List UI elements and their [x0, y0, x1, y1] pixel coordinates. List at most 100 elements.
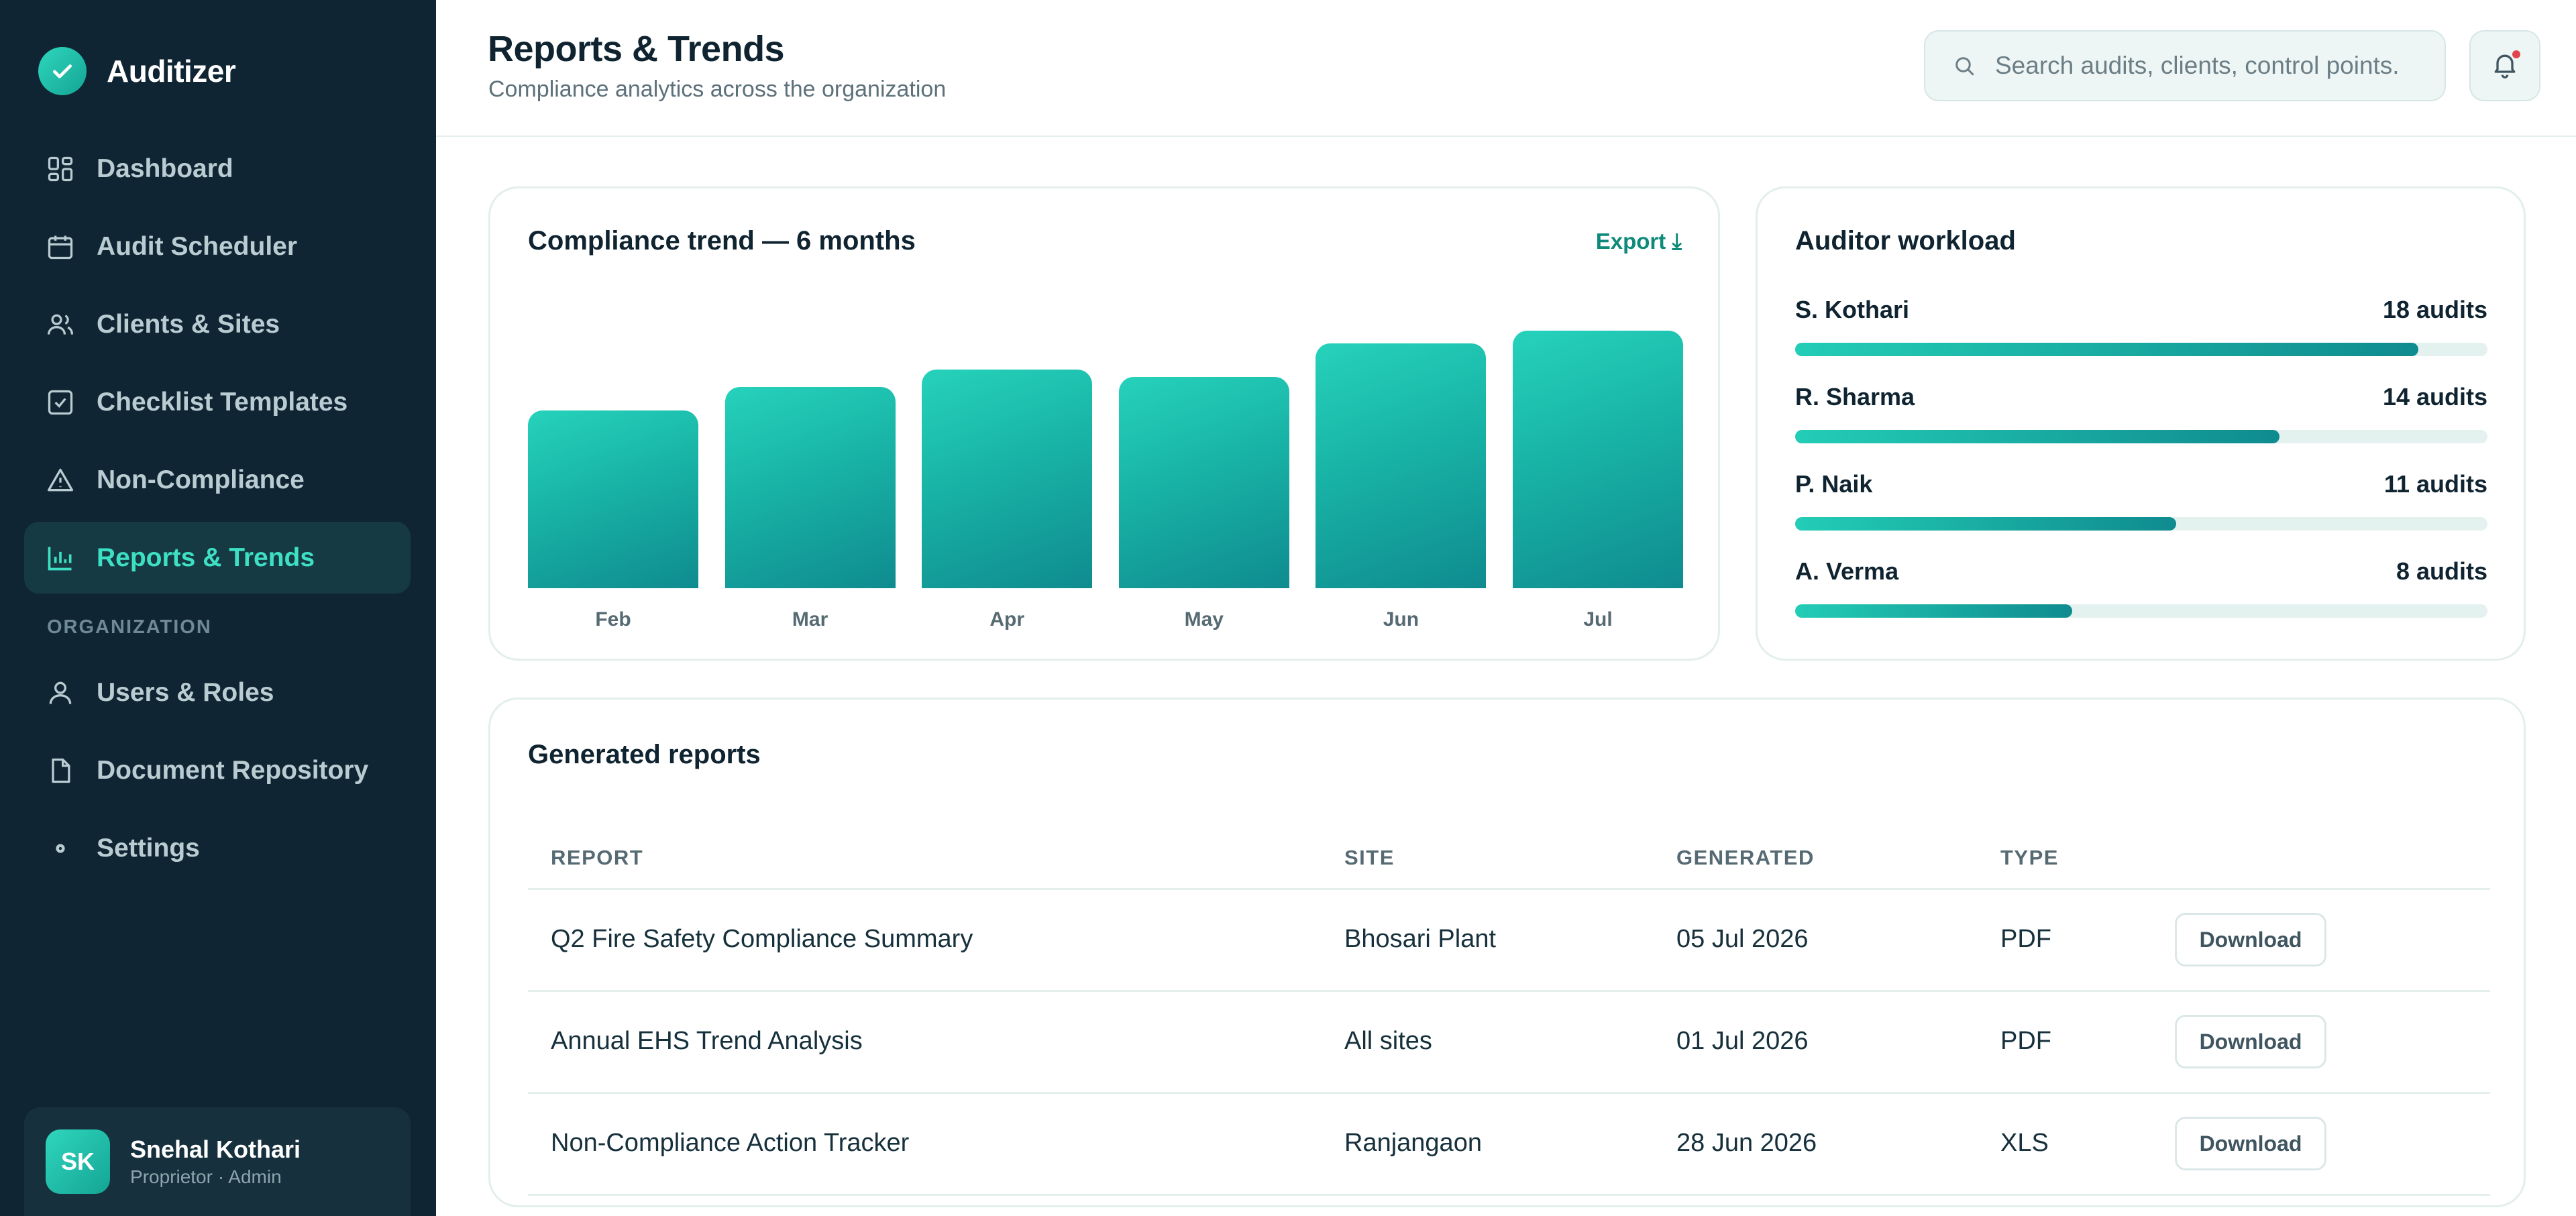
chart-bar-mar[interactable] [724, 387, 896, 588]
page-header: Reports & Trends Compliance analytics ac… [436, 0, 2576, 137]
auditor-name: R. Sharma [1795, 383, 1915, 410]
auditor-workload-card: Auditor workload S. Kothari 18 audits R.… [1756, 186, 2526, 661]
sidebar-item-dashboard[interactable]: Dashboard [24, 133, 411, 205]
sidebar-item-label: Audit Scheduler [97, 231, 298, 261]
sidebar-item-label: Non-Compliance [97, 465, 305, 494]
report-type: PDF [2000, 925, 2051, 953]
sidebar-item-users-roles[interactable]: Users & Roles [24, 657, 411, 728]
x-tick-label: Mar [792, 608, 828, 630]
avatar: SK [46, 1129, 110, 1194]
column-header-report: REPORT [551, 846, 644, 869]
settings-icon [44, 832, 76, 865]
workload-bar-track [1795, 343, 2487, 356]
workload-row: A. Verma 8 audits [1795, 557, 2487, 645]
report-name: Non-Compliance Action Tracker [551, 1129, 910, 1157]
table-row: Annual EHS Trend Analysis All sites 01 J… [528, 992, 2490, 1094]
bar-chart: Feb Mar Apr May Jun Jul [528, 302, 1683, 638]
workload-row: P. Naik 11 audits [1795, 470, 2487, 557]
sidebar-item-label: Document Repository [97, 755, 369, 785]
reports-table: REPORT SITE GENERATED TYPE Q2 Fire Safet… [528, 814, 2490, 1196]
dashboard-icon [44, 153, 76, 185]
workload-bar-fill [1795, 517, 2176, 531]
notification-badge [2512, 50, 2520, 58]
bar-column: Mar [724, 302, 896, 638]
report-site: Ranjangaon [1344, 1129, 1482, 1157]
card-title: Auditor workload [1795, 226, 2016, 256]
table-header: REPORT SITE GENERATED TYPE [528, 814, 2490, 890]
user-info: Snehal Kothari Proprietor · Admin [130, 1136, 301, 1188]
user-name: Snehal Kothari [130, 1136, 301, 1163]
chart-bar-jul[interactable] [1513, 331, 1683, 588]
sidebar-item-document-repository[interactable]: Document Repository [24, 734, 411, 806]
workload-bar-track [1795, 517, 2487, 531]
chart-bar-may[interactable] [1118, 377, 1289, 588]
audit-count: 8 audits [2396, 557, 2487, 585]
chart-bar-apr[interactable] [922, 369, 1093, 588]
sidebar-item-label: Dashboard [97, 154, 233, 183]
bar-column: Feb [528, 302, 698, 638]
auditor-name: A. Verma [1795, 557, 1899, 585]
card-title: Generated reports [528, 740, 761, 769]
sidebar-item-label: Users & Roles [97, 677, 274, 707]
calendar-icon [44, 231, 76, 263]
x-tick-label: May [1184, 608, 1224, 630]
table-row: Non-Compliance Action Tracker Ranjangaon… [528, 1094, 2490, 1196]
warning-icon [44, 464, 76, 496]
document-icon [44, 755, 76, 787]
sidebar-item-audit-scheduler[interactable]: Audit Scheduler [24, 211, 411, 282]
report-name: Q2 Fire Safety Compliance Summary [551, 925, 973, 953]
sidebar: Auditizer Dashboard Audit Scheduler Clie… [0, 0, 436, 1216]
workload-row: S. Kothari 18 audits [1795, 296, 2487, 383]
report-site: All sites [1344, 1027, 1432, 1055]
sidebar-nav: Dashboard Audit Scheduler Clients & Site… [24, 133, 411, 890]
checklist-icon [44, 386, 76, 419]
app-name: Auditizer [107, 54, 236, 89]
sidebar-item-label: Settings [97, 833, 200, 863]
workload-bar-fill [1795, 430, 2280, 443]
download-button[interactable]: Download [2175, 1117, 2326, 1170]
user-role: Proprietor · Admin [130, 1166, 282, 1187]
sidebar-item-settings[interactable]: Settings [24, 812, 411, 884]
chart-bar-jun[interactable] [1316, 343, 1487, 588]
sidebar-item-non-compliance[interactable]: Non-Compliance [24, 444, 411, 516]
bar-column: May [1118, 302, 1289, 638]
report-type: XLS [2000, 1129, 2049, 1157]
card-title: Compliance trend — 6 months [528, 226, 916, 256]
user-profile-card[interactable]: SK Snehal Kothari Proprietor · Admin [24, 1107, 411, 1216]
sidebar-section-label: ORGANIZATION [47, 616, 212, 638]
bar-column: Jun [1316, 302, 1487, 638]
workload-bar-track [1795, 604, 2487, 618]
workload-bar-track [1795, 430, 2487, 443]
column-header-site: SITE [1344, 846, 1395, 869]
chart-bar-feb[interactable] [528, 410, 698, 588]
table-row: Q2 Fire Safety Compliance Summary Bhosar… [528, 890, 2490, 992]
brand[interactable]: Auditizer [38, 47, 236, 95]
users-icon [44, 309, 76, 341]
sidebar-item-checklist-templates[interactable]: Checklist Templates [24, 366, 411, 438]
sidebar-item-clients-sites[interactable]: Clients & Sites [24, 288, 411, 360]
generated-reports-card: Generated reports REPORT SITE GENERATED … [488, 698, 2526, 1207]
page-subtitle: Compliance analytics across the organiza… [488, 76, 947, 102]
column-header-generated: GENERATED [1676, 846, 1815, 869]
x-tick-label: Jul [1583, 608, 1613, 630]
bar-column: Jul [1513, 302, 1683, 638]
workload-list: S. Kothari 18 audits R. Sharma 14 audits… [1795, 296, 2487, 645]
export-link[interactable]: Export ⤓ [1595, 229, 1682, 254]
page-title: Reports & Trends [488, 29, 785, 69]
column-header-type: TYPE [2000, 846, 2059, 869]
auditor-name: P. Naik [1795, 470, 1873, 498]
sidebar-item-reports-trends[interactable]: Reports & Trends [24, 522, 411, 594]
sidebar-item-label: Reports & Trends [97, 543, 315, 572]
download-button[interactable]: Download [2175, 913, 2326, 966]
notifications-button[interactable] [2469, 30, 2540, 101]
x-tick-label: Feb [595, 608, 631, 630]
search-input[interactable]: Search audits, clients, control points. [1924, 30, 2446, 101]
workload-bar-fill [1795, 604, 2072, 618]
search-icon [1952, 53, 1978, 78]
report-site: Bhosari Plant [1344, 925, 1497, 953]
download-button[interactable]: Download [2175, 1015, 2326, 1068]
workload-bar-fill [1795, 343, 2418, 356]
sidebar-item-label: Checklist Templates [97, 387, 348, 417]
bar-chart-icon [44, 542, 76, 574]
report-type: PDF [2000, 1027, 2051, 1055]
